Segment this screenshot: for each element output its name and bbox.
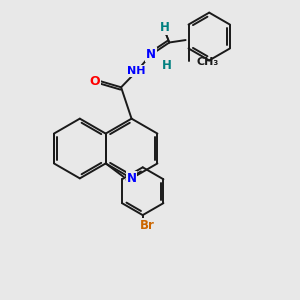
Text: Br: Br bbox=[140, 219, 154, 232]
Text: CH₃: CH₃ bbox=[197, 58, 219, 68]
Text: H: H bbox=[162, 59, 172, 72]
Text: H: H bbox=[160, 21, 170, 34]
Text: O: O bbox=[90, 75, 101, 88]
Text: N: N bbox=[146, 48, 156, 62]
Text: N: N bbox=[127, 172, 136, 185]
Text: NH: NH bbox=[128, 66, 146, 76]
